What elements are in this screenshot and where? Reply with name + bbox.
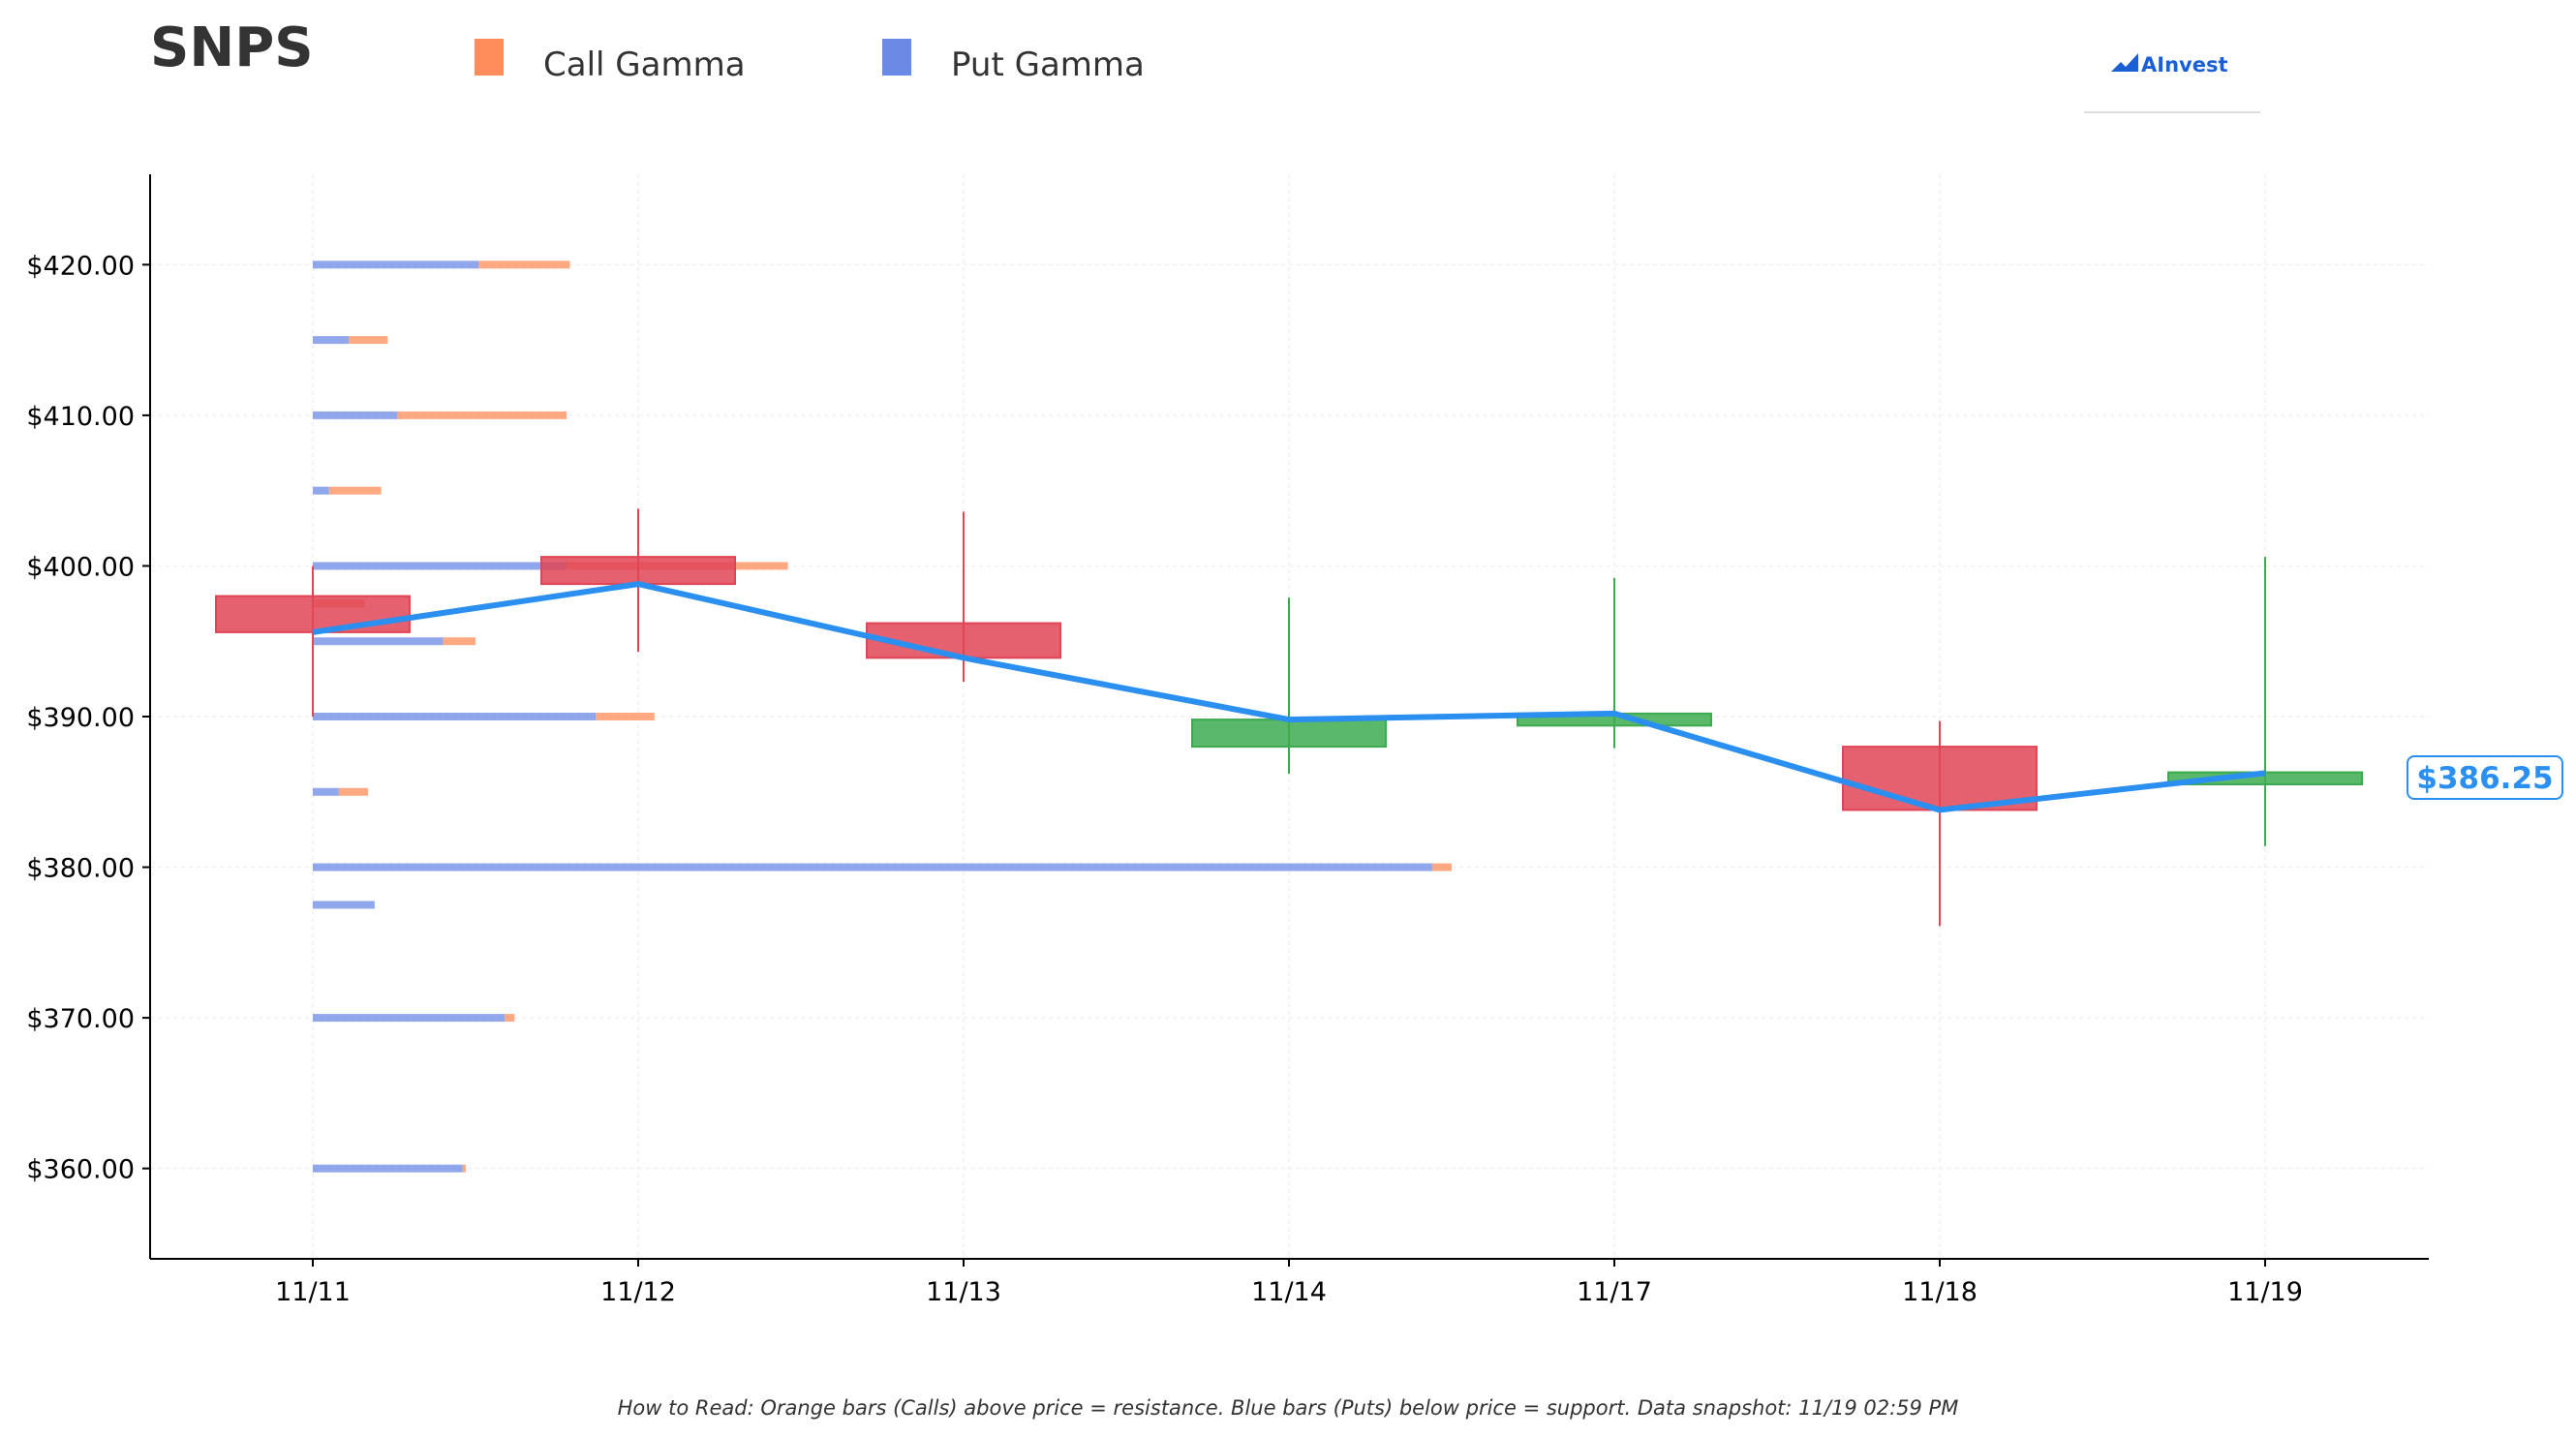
axes: $360.00 $370.00 $380.00 $390.00 $400.00 $410.…	[26, 174, 2429, 1307]
current-price-label: $386.25	[2416, 761, 2553, 796]
put-gamma-bar-380	[313, 863, 1432, 871]
candle-body-0	[215, 595, 411, 633]
call-gamma-bar-390	[596, 713, 655, 720]
put-gamma-bar-405	[313, 486, 329, 495]
y-tick-label-0: $360.00	[26, 1155, 135, 1185]
x-tick-label-6: 11/19	[2227, 1277, 2303, 1307]
put-gamma-bar-360	[313, 1164, 463, 1173]
y-tick-label-2: $380.00	[26, 854, 135, 884]
put-gamma-bar-420	[313, 260, 479, 269]
x-tick-label-2: 11/13	[926, 1277, 1001, 1307]
candle-body-1	[540, 556, 736, 586]
put-gamma-swatch	[882, 39, 911, 76]
logo-chart-icon	[2111, 53, 2138, 72]
y-tick-label-4: $400.00	[26, 552, 135, 582]
call-gamma-bar-360	[462, 1164, 466, 1173]
candle-body-5	[1842, 746, 2038, 811]
x-tick-label-4: 11/17	[1577, 1277, 1652, 1307]
put-gamma-bar-385	[313, 787, 339, 796]
footnote: How to Read: Orange bars (Calls) above p…	[618, 1396, 1959, 1420]
call-gamma-label: Call Gamma	[543, 46, 746, 84]
call-gamma-bar-415	[348, 336, 388, 345]
put-gamma-bar-410	[313, 411, 398, 419]
ainvest-logo: AInvest	[2084, 53, 2260, 113]
call-gamma-bar-380	[1431, 863, 1452, 871]
call-gamma-bar-420	[478, 260, 570, 269]
x-tick-label-3: 11/14	[1251, 1277, 1327, 1307]
put-gamma-bar-370	[313, 1014, 506, 1023]
x-tick-label-0: 11/11	[275, 1277, 351, 1307]
put-gamma-bar-400	[313, 562, 567, 570]
put-gamma-bar-377.5	[313, 901, 375, 909]
put-gamma-bar-415	[313, 336, 349, 345]
y-tick-label-3: $390.00	[26, 703, 135, 733]
x-tick-label-5: 11/18	[1902, 1277, 1978, 1307]
gamma-bars	[313, 260, 1452, 1173]
logo-text: AInvest	[2141, 53, 2228, 76]
call-gamma-swatch	[475, 39, 504, 76]
y-tick-label-6: $420.00	[26, 251, 135, 281]
current-price-box	[2407, 755, 2563, 800]
put-gamma-bar-395	[313, 637, 444, 646]
call-gamma-bar-385	[338, 787, 369, 796]
call-gamma-bar-405	[328, 486, 382, 495]
call-gamma-bar-370	[505, 1014, 515, 1023]
y-tick-label-1: $370.00	[26, 1004, 135, 1034]
close-price-line	[312, 581, 2266, 813]
current-price-badge: $386.25	[2407, 755, 2563, 800]
y-tick-label-5: $410.00	[26, 402, 135, 432]
call-gamma-bar-395	[443, 637, 475, 646]
legend: Call Gamma Put Gamma	[475, 39, 1145, 84]
candle-body-3	[1191, 718, 1387, 749]
close-line-path	[312, 581, 2266, 813]
candlesticks	[215, 508, 2363, 927]
put-gamma-label: Put Gamma	[951, 46, 1145, 84]
x-tick-label-1: 11/12	[600, 1277, 676, 1307]
call-gamma-bar-410	[397, 411, 567, 419]
chart-title: SNPS	[150, 16, 314, 79]
put-gamma-bar-390	[313, 713, 597, 720]
